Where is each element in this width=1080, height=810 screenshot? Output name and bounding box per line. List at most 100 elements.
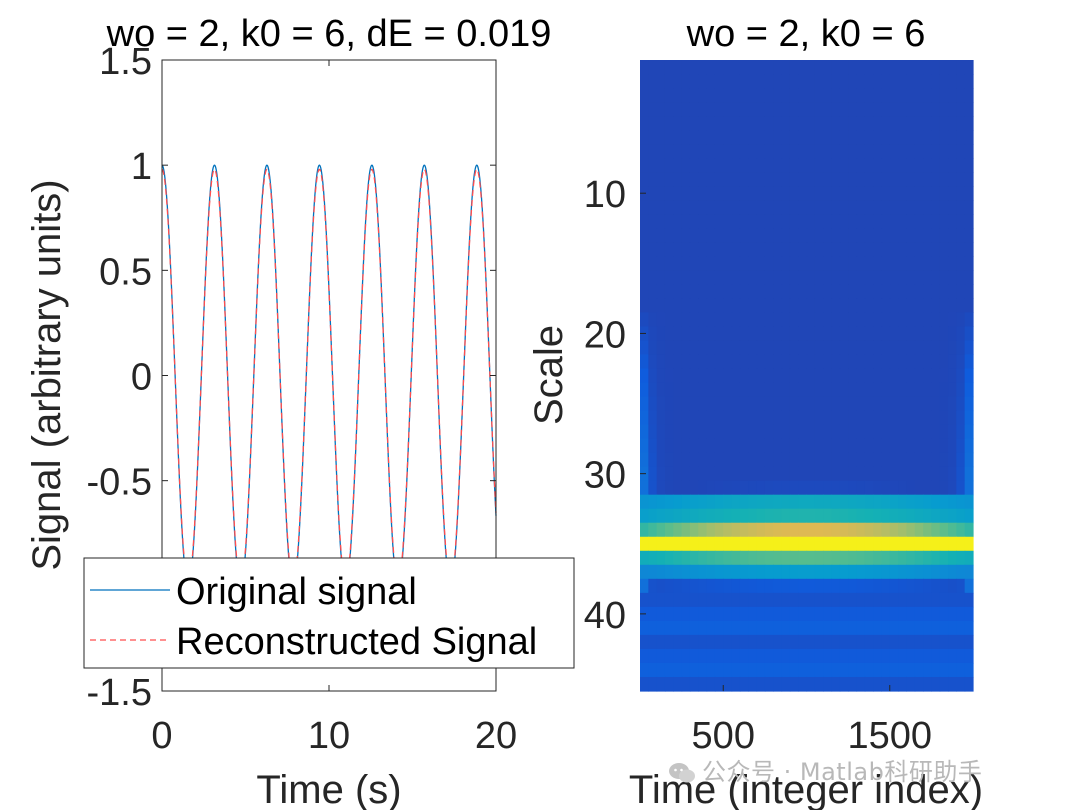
heatmap-cell <box>723 186 733 201</box>
heatmap-cell <box>681 270 691 285</box>
heatmap-cell <box>823 494 833 510</box>
heatmap-cell <box>864 452 874 468</box>
heatmap-cell <box>889 144 899 159</box>
heatmap-cell <box>640 550 649 566</box>
heatmap-cell <box>789 354 799 370</box>
heatmap-cell <box>689 256 699 271</box>
heatmap-cell <box>756 88 766 103</box>
heatmap-cell <box>731 592 741 608</box>
heatmap-cell <box>931 410 941 426</box>
heatmap-cell <box>714 620 724 636</box>
heatmap-cell <box>748 634 758 650</box>
heatmap-cell <box>748 116 758 131</box>
heatmap-cell <box>864 438 874 454</box>
heatmap-cell <box>698 116 708 131</box>
heatmap-cell <box>648 452 658 468</box>
heatmap-cell <box>956 564 966 580</box>
heatmap-cell <box>806 550 816 566</box>
heatmap-cell <box>856 74 866 89</box>
heatmap-cell <box>931 368 941 384</box>
heatmap-cell <box>656 438 666 454</box>
heatmap-cell <box>873 298 883 313</box>
heatmap-cell <box>839 228 849 243</box>
heatmap-cell <box>906 438 916 454</box>
heatmap-cell <box>873 522 883 538</box>
heatmap-cell <box>931 130 941 145</box>
heatmap-cell <box>831 620 841 636</box>
heatmap-cell <box>664 200 674 215</box>
heatmap-cell <box>964 158 974 173</box>
heatmap-cell <box>906 270 916 285</box>
heatmap-cell <box>889 284 899 299</box>
heatmap-cell <box>781 522 791 538</box>
heatmap-cell <box>898 284 907 299</box>
heatmap-cell <box>739 522 749 538</box>
heatmap-cell <box>723 144 733 159</box>
heatmap-cell <box>664 592 674 608</box>
heatmap-cell <box>748 284 758 299</box>
heatmap-cell <box>831 172 841 187</box>
heatmap-cell <box>640 214 649 229</box>
heatmap-cell <box>764 116 774 131</box>
heatmap-cell <box>848 480 858 496</box>
heatmap-cell <box>681 242 691 257</box>
heatmap-cell <box>789 284 799 299</box>
heatmap-cell <box>640 578 649 594</box>
heatmap-cell <box>706 242 716 257</box>
heatmap-cell <box>798 508 808 524</box>
heatmap-cell <box>781 354 791 370</box>
heatmap-cell <box>831 662 841 678</box>
heatmap-cell <box>831 410 841 426</box>
heatmap-cell <box>889 410 899 426</box>
heatmap-cell <box>756 620 766 636</box>
heatmap-cell <box>706 130 716 145</box>
heatmap-cell <box>714 424 724 440</box>
heatmap-cell <box>748 578 758 594</box>
heatmap-cell <box>856 298 866 313</box>
heatmap-cell <box>839 480 849 496</box>
heatmap-cell <box>823 606 833 622</box>
heatmap-cell <box>773 494 783 510</box>
heatmap-cell <box>956 326 966 342</box>
heatmap-cell <box>923 480 932 496</box>
heatmap-cell <box>731 620 741 636</box>
heatmap-cell <box>948 284 957 299</box>
heatmap-cell <box>764 536 774 552</box>
heatmap-cell <box>814 438 824 454</box>
heatmap-cell <box>914 508 924 524</box>
heatmap-cell <box>789 536 799 552</box>
heatmap-cell <box>798 438 808 454</box>
heatmap-cell <box>831 494 841 510</box>
heatmap-cell <box>706 326 716 342</box>
heatmap-cell <box>881 158 891 173</box>
heatmap-cell <box>706 172 716 187</box>
heatmap-cell <box>681 298 691 313</box>
heatmap-cell <box>814 522 824 538</box>
heatmap-cell <box>723 676 733 692</box>
heatmap-cell <box>864 606 874 622</box>
heatmap-cell <box>806 144 816 159</box>
heatmap-cell <box>731 214 741 229</box>
heatmap-cell <box>773 172 783 187</box>
heatmap-cell <box>814 102 824 117</box>
heatmap-cell <box>923 340 932 356</box>
heatmap-cell <box>848 676 858 692</box>
heatmap-cell <box>848 368 858 384</box>
heatmap-cell <box>764 648 774 664</box>
heatmap-cell <box>814 424 824 440</box>
heatmap-cell <box>948 270 957 285</box>
heatmap-cell <box>689 298 699 313</box>
heatmap-cell <box>664 564 674 580</box>
heatmap-cell <box>714 102 724 117</box>
heatmap-cell <box>923 214 932 229</box>
heatmap-cell <box>756 200 766 215</box>
heatmap-cell <box>656 620 666 636</box>
heatmap-cell <box>939 508 949 524</box>
heatmap-cell <box>873 284 883 299</box>
watermark: 公众号 · Matlab科研助手 <box>668 752 982 787</box>
heatmap-cell <box>681 396 691 412</box>
left-plot-area <box>161 164 497 587</box>
heatmap-cell <box>939 578 949 594</box>
heatmap-cell <box>664 382 674 398</box>
